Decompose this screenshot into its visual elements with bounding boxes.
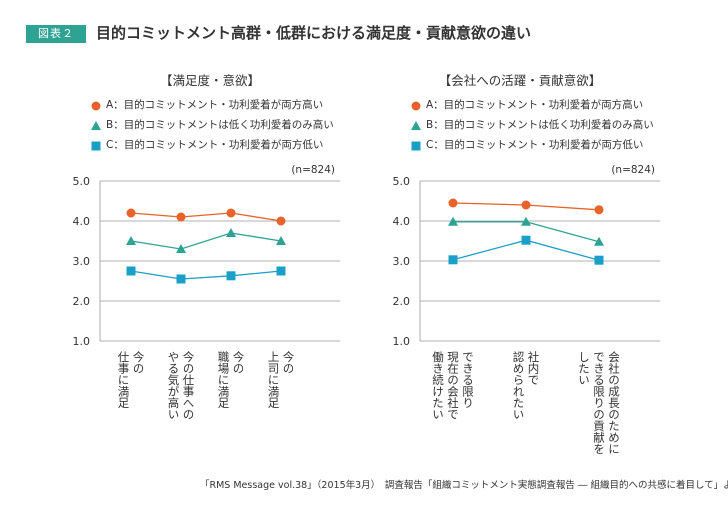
x-category-label: 今の [132, 350, 146, 374]
x-category-label: 今の仕事への [182, 350, 196, 420]
legend-label: C：目的コミットメント・功利愛着が両方低い [106, 139, 324, 151]
data-point [521, 216, 531, 226]
triangle-icon [411, 121, 421, 130]
data-point [176, 212, 186, 222]
legend-label: C：目的コミットメント・功利愛着が両方低い [426, 139, 644, 151]
x-category-label: 認められたい [512, 350, 526, 420]
circle-icon [91, 101, 101, 111]
data-point [276, 236, 286, 245]
right-chart-title: 【会社への活躍・貢献意欲】 [438, 73, 602, 88]
data-point [521, 235, 531, 245]
data-point [176, 274, 186, 284]
x-category-label: できる限り [461, 351, 475, 409]
y-tick-label: 1.0 [393, 335, 411, 348]
x-category-label: 仕事に満足 [117, 351, 131, 409]
data-point [126, 236, 136, 245]
y-tick-label: 3.0 [73, 255, 91, 268]
circle-icon [411, 101, 421, 111]
x-category-label: 会社の成長のために [607, 351, 621, 455]
y-tick-label: 5.0 [393, 175, 411, 188]
data-point [448, 216, 458, 226]
square-icon [91, 141, 101, 151]
legend-label: A：目的コミットメント・功利愛着が両方高い [106, 99, 324, 111]
legend-label: B：目的コミットメントは低く功利愛着のみ高い [426, 119, 654, 131]
sample-size-note: (n=824) [611, 164, 655, 176]
data-point [126, 266, 136, 276]
data-point [276, 266, 286, 276]
figure-tag: 図表２ [26, 25, 86, 43]
data-point [448, 198, 458, 208]
triangle-icon [91, 121, 101, 130]
data-point [594, 205, 604, 215]
left-chart-title: 【満足度・意欲】 [159, 73, 260, 88]
x-category-label: 今の [282, 350, 296, 374]
legend-label: A：目的コミットメント・功利愛着が両方高い [426, 99, 644, 111]
x-category-label: したい [577, 351, 591, 386]
figure-title: 目的コミットメント高群・低群における満足度・貢献意欲の違い [96, 24, 532, 42]
legend-label: B：目的コミットメントは低く功利愛着のみ高い [106, 119, 334, 131]
y-tick-label: 5.0 [73, 175, 91, 188]
series-line [130, 212, 282, 222]
x-category-label: できる限りの貢献を [592, 351, 606, 455]
y-tick-label: 3.0 [393, 255, 411, 268]
y-tick-label: 4.0 [73, 215, 91, 228]
data-point [226, 228, 236, 237]
series-line [130, 270, 282, 280]
data-point [226, 271, 236, 281]
data-point [594, 236, 604, 246]
x-category-label: 上司に満足 [267, 351, 281, 409]
x-category-label: 現在の会社で [446, 351, 460, 420]
y-tick-label: 2.0 [73, 295, 91, 308]
x-category-label: 職場に満足 [217, 351, 231, 409]
y-tick-label: 4.0 [393, 215, 411, 228]
data-point [521, 200, 531, 210]
sample-size-note: (n=824) [291, 164, 335, 176]
data-point [448, 255, 458, 265]
x-category-label: 今の [232, 350, 246, 374]
data-point [126, 208, 136, 218]
y-tick-label: 1.0 [73, 335, 91, 348]
data-point [226, 208, 236, 218]
series-line [130, 232, 282, 250]
data-point [276, 216, 286, 226]
source-note: 「RMS Message vol.38」（2015年3月） 調査報告「組織コミッ… [200, 480, 728, 491]
x-category-label: やる気が高い [167, 351, 181, 420]
x-category-label: 社内で [527, 350, 541, 385]
data-point [176, 244, 186, 253]
data-point [594, 255, 604, 265]
y-tick-label: 2.0 [393, 295, 411, 308]
x-category-label: 働き続けたい [431, 351, 445, 420]
square-icon [411, 141, 421, 151]
